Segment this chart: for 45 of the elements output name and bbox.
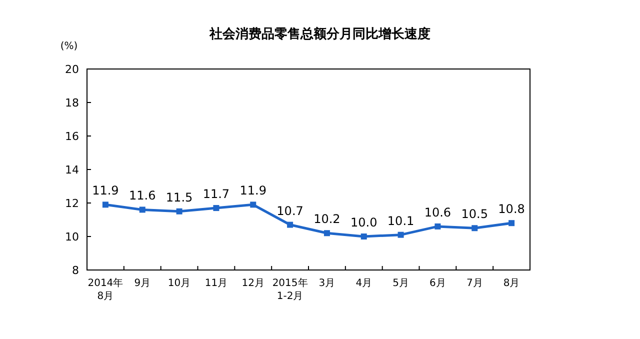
x-tick-label: 10月 [168,278,191,289]
point [508,220,515,226]
x-tick-label: 2015年 1-2月 [272,277,308,302]
data-label: 10.1 [387,214,414,228]
y-tick-label: 16 [65,130,79,143]
y-tick-label: 20 [65,62,79,76]
point [102,202,108,208]
chart-title: 社会消费品零售总额分月同比增长速度 [208,26,430,42]
point [139,206,146,213]
point [398,232,404,238]
data-label: 11.9 [92,184,119,198]
data-label: 10.8 [498,202,525,216]
data-label: 11.9 [240,184,266,198]
point [324,230,330,236]
y-tick-label: 12 [65,196,79,210]
y-axis-title: (%) [60,41,78,52]
data-label: 11.7 [202,187,230,202]
point [287,222,294,228]
x-tick-label: 12月 [242,278,264,289]
data-label: 10.5 [461,207,488,222]
data-label: 11.5 [166,190,193,204]
point [250,202,256,208]
x-tick-label: 3月 [318,278,336,289]
data-label: 10.7 [276,204,304,218]
x-tick-label: 8月 [503,278,520,289]
x-tick-label: 2014年 8月 [88,277,124,302]
data-label: 10.0 [350,216,378,230]
y-tick-label: 10 [65,230,79,244]
x-tick-label: 4月 [356,278,372,289]
point [434,223,441,230]
point [213,205,220,212]
x-tick-label: 6月 [430,278,446,289]
point [176,208,182,214]
data-label: 11.6 [129,188,156,203]
x-tick-label: 9月 [134,278,151,289]
point [360,234,367,240]
x-tick-label: 7月 [466,278,483,289]
data-label: 10.2 [314,212,340,226]
data-label: 10.6 [424,205,452,220]
y-tick-label: 14 [65,163,79,176]
y-tick-label: 18 [65,96,79,110]
x-tick-label: 11月 [204,278,228,289]
point [472,225,478,232]
y-tick-label: 8 [72,264,79,277]
x-tick-label: 5月 [392,278,409,289]
